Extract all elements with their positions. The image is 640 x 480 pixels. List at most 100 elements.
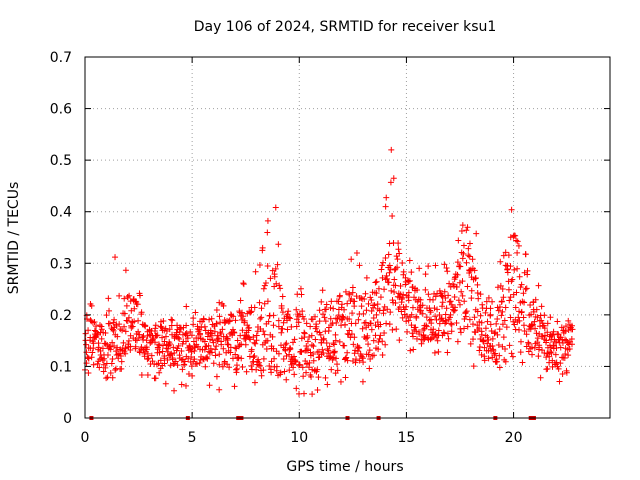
data-point <box>535 282 542 289</box>
data-point <box>367 320 374 327</box>
data-point <box>492 350 499 357</box>
data-point <box>281 368 288 375</box>
data-point <box>100 361 107 368</box>
data-point <box>326 343 333 350</box>
data-point <box>104 351 111 358</box>
data-point <box>260 355 267 362</box>
data-point <box>562 323 569 330</box>
data-point <box>125 314 132 321</box>
data-point <box>353 293 360 300</box>
data-point <box>543 354 550 361</box>
data-point <box>360 310 367 317</box>
data-point <box>327 304 334 311</box>
data-point <box>409 304 416 311</box>
data-point <box>562 328 569 335</box>
data-point <box>395 246 402 253</box>
data-point <box>458 227 465 234</box>
data-point <box>457 329 464 336</box>
data-point <box>447 298 454 305</box>
data-point <box>386 269 393 276</box>
data-point <box>528 311 535 318</box>
data-point <box>121 310 128 317</box>
data-point <box>430 326 437 333</box>
data-point <box>232 344 239 351</box>
data-point <box>359 378 366 385</box>
data-point <box>334 361 341 368</box>
data-point <box>470 363 477 370</box>
data-point <box>330 305 337 312</box>
data-point <box>494 331 501 338</box>
data-point <box>144 372 151 379</box>
data-point <box>379 262 386 269</box>
data-point <box>502 304 509 311</box>
data-point <box>520 314 527 321</box>
data-point <box>428 320 435 327</box>
data-point <box>408 269 415 276</box>
data-point <box>359 325 366 332</box>
data-point <box>98 326 105 333</box>
data-point <box>339 316 346 323</box>
data-point <box>516 273 523 280</box>
data-point <box>344 357 351 364</box>
data-point <box>256 261 263 268</box>
data-point <box>202 343 209 350</box>
data-point <box>219 363 226 370</box>
data-point <box>318 298 325 305</box>
data-point <box>290 353 297 360</box>
data-point <box>310 343 317 350</box>
data-point <box>517 284 524 291</box>
data-point <box>507 314 514 321</box>
data-point <box>112 254 119 261</box>
data-point <box>370 337 377 344</box>
data-point <box>218 341 225 348</box>
data-point <box>344 300 351 307</box>
data-point <box>301 390 308 397</box>
data-point <box>544 320 551 327</box>
data-point <box>476 347 483 354</box>
data-point <box>300 373 307 380</box>
data-point <box>256 299 263 306</box>
data-point <box>396 337 403 344</box>
data-point <box>503 324 510 331</box>
data-point <box>295 319 302 326</box>
data-point <box>484 318 491 325</box>
data-point <box>132 343 139 350</box>
data-point <box>465 245 472 252</box>
data-point <box>159 348 166 355</box>
data-point <box>116 292 123 299</box>
data-point <box>373 311 380 318</box>
data-point <box>248 362 255 369</box>
data-point <box>274 261 281 268</box>
data-point <box>454 338 461 345</box>
data-point <box>562 350 569 357</box>
data-point <box>271 273 278 280</box>
data-point <box>149 358 156 365</box>
data-point <box>107 370 114 377</box>
data-point <box>541 325 548 332</box>
data-point <box>273 363 280 370</box>
data-point <box>489 342 496 349</box>
data-point <box>198 324 205 331</box>
x-tick-label: 5 <box>188 430 197 446</box>
data-point <box>452 304 459 311</box>
data-point <box>405 297 412 304</box>
data-point <box>96 364 103 371</box>
x-axis-label: GPS time / hours <box>286 459 403 475</box>
data-point <box>528 344 535 351</box>
data-point <box>122 267 129 274</box>
data-point <box>482 325 489 332</box>
data-point <box>169 356 176 363</box>
data-point <box>504 269 511 276</box>
data-point <box>522 286 529 293</box>
data-point <box>260 285 267 292</box>
data-point <box>482 309 489 316</box>
data-point <box>162 333 169 340</box>
data-point <box>455 297 462 304</box>
data-point <box>562 336 569 343</box>
data-point <box>328 298 335 305</box>
data-point <box>331 348 338 355</box>
data-point <box>202 363 209 370</box>
data-point <box>512 304 519 311</box>
data-point <box>368 296 375 303</box>
data-point <box>496 352 503 359</box>
